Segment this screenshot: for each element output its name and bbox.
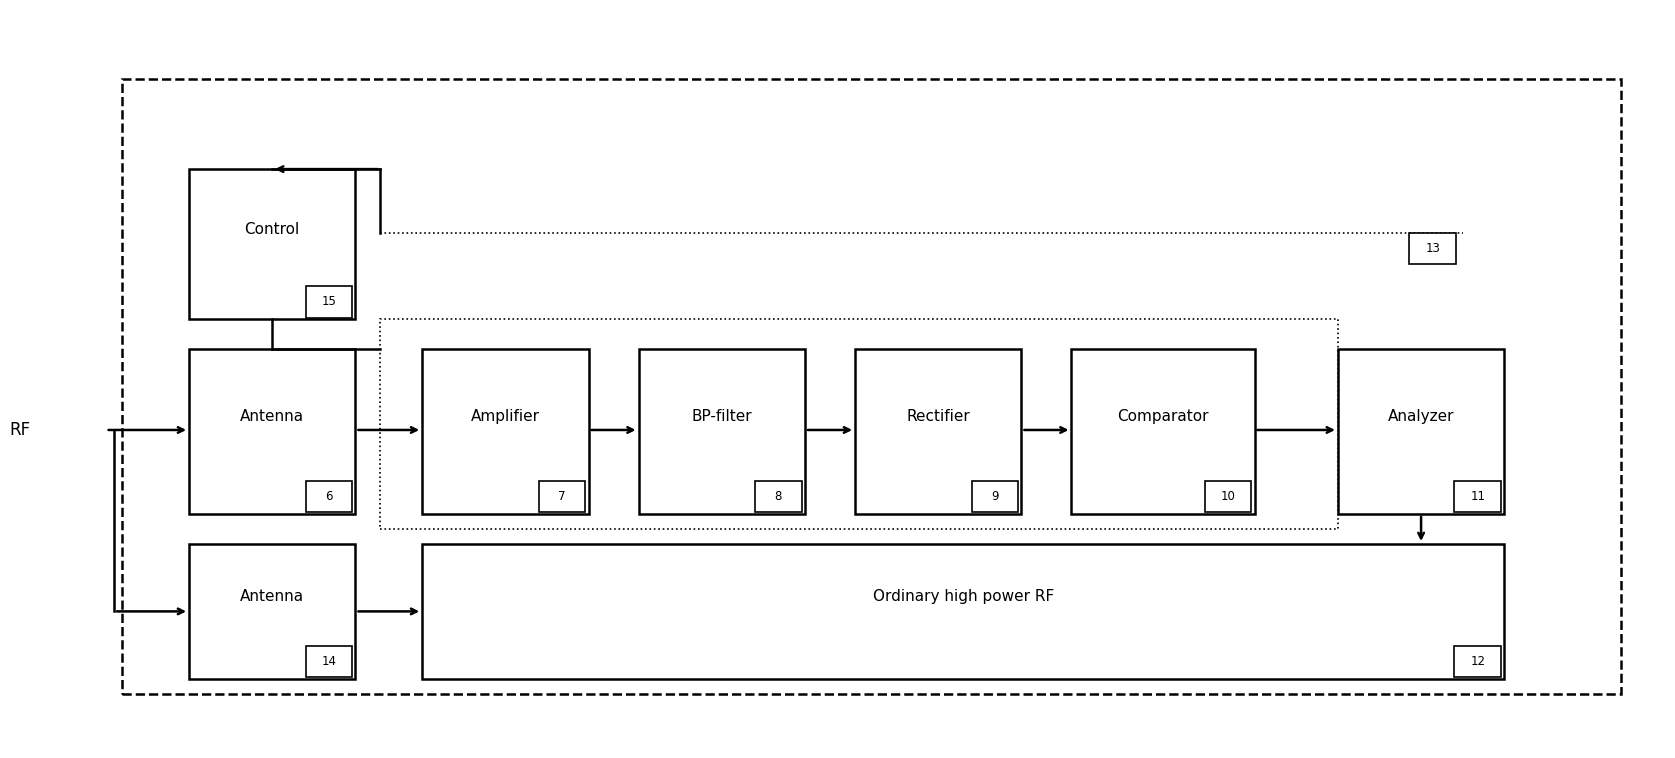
Bar xyxy=(971,481,1018,512)
Bar xyxy=(1409,233,1456,265)
Bar xyxy=(422,349,588,514)
Text: RF: RF xyxy=(10,421,30,439)
Text: 8: 8 xyxy=(776,490,782,503)
Bar xyxy=(1072,349,1255,514)
Text: 15: 15 xyxy=(322,296,337,309)
Text: 9: 9 xyxy=(992,490,998,503)
Text: 7: 7 xyxy=(558,490,566,503)
Bar xyxy=(380,319,1338,529)
Text: Ordinary high power RF: Ordinary high power RF xyxy=(873,589,1054,604)
Bar xyxy=(1454,481,1501,512)
Bar xyxy=(638,349,806,514)
Text: Control: Control xyxy=(245,221,300,236)
Text: Antenna: Antenna xyxy=(240,409,305,424)
Text: 6: 6 xyxy=(325,490,333,503)
Text: 12: 12 xyxy=(1471,655,1486,668)
Bar xyxy=(122,79,1621,694)
Bar xyxy=(305,481,352,512)
Bar xyxy=(189,169,355,319)
Bar xyxy=(854,349,1022,514)
Text: BP-filter: BP-filter xyxy=(692,409,752,424)
Text: 10: 10 xyxy=(1221,490,1236,503)
Bar xyxy=(189,544,355,679)
Text: Amplifier: Amplifier xyxy=(471,409,539,424)
Text: 11: 11 xyxy=(1471,490,1486,503)
Text: Rectifier: Rectifier xyxy=(906,409,970,424)
Text: 14: 14 xyxy=(322,655,337,668)
Bar xyxy=(305,646,352,678)
Text: 13: 13 xyxy=(1425,242,1440,255)
Bar xyxy=(1338,349,1504,514)
Bar xyxy=(305,286,352,318)
Bar xyxy=(189,349,355,514)
Bar xyxy=(422,544,1504,679)
Text: Analyzer: Analyzer xyxy=(1389,409,1454,424)
Bar xyxy=(1454,646,1501,678)
Bar xyxy=(1204,481,1251,512)
Bar xyxy=(755,481,802,512)
Bar xyxy=(539,481,585,512)
Text: Antenna: Antenna xyxy=(240,589,305,604)
Text: Comparator: Comparator xyxy=(1117,409,1209,424)
